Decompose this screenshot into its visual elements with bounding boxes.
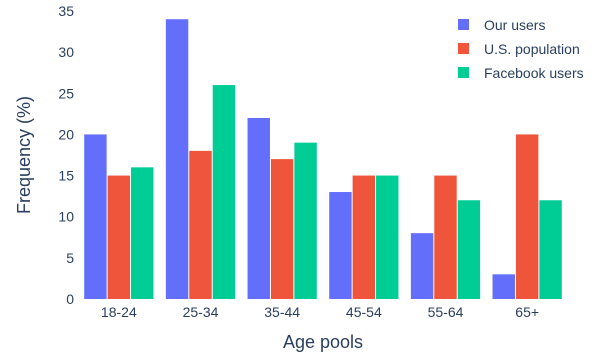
plot-background (78, 11, 568, 299)
x-axis-title: Age pools (283, 332, 363, 352)
y-tick-label: 35 (58, 3, 74, 19)
x-axis-ticks: 18-24 25-34 35-44 45-54 55-64 65+ (101, 304, 539, 320)
x-tick-label: 55-64 (428, 304, 464, 320)
y-tick-label: 15 (58, 168, 74, 184)
y-tick-label: 30 (58, 44, 74, 60)
bar-u-s-population-1824 (107, 175, 131, 299)
bar-u-s-population-65 (515, 134, 539, 299)
legend-label: U.S. population (484, 41, 580, 57)
gridlines (78, 10, 568, 300)
legend-swatch (458, 43, 469, 54)
x-tick-label: 45-54 (346, 304, 382, 320)
x-tick-label: 35-44 (264, 304, 300, 320)
y-tick-label: 0 (66, 291, 74, 307)
bar-our-users-1824 (84, 134, 107, 299)
x-tick-label: 65+ (515, 304, 539, 320)
y-tick-label: 10 (58, 209, 74, 225)
y-tick-label: 20 (58, 126, 74, 142)
legend-label: Our users (484, 17, 545, 33)
y-axis-title: Frequency (%) (14, 96, 34, 214)
legend-swatch (458, 19, 469, 30)
legend: Our users U.S. population Facebook users (458, 17, 584, 81)
bars (84, 19, 562, 299)
x-tick-label: 25-34 (183, 304, 219, 320)
bar-u-s-population-5564 (434, 175, 457, 299)
bar-facebook-users-1824 (131, 167, 154, 299)
bar-facebook-users-65 (539, 200, 562, 299)
bar-u-s-population-3544 (270, 159, 294, 299)
legend-label: Facebook users (484, 65, 584, 81)
bar-facebook-users-5564 (457, 200, 481, 299)
bar-our-users-5564 (410, 233, 434, 299)
bar-facebook-users-3544 (294, 142, 317, 299)
bar-our-users-3544 (247, 117, 270, 299)
bar-u-s-population-2534 (189, 150, 212, 299)
plot-area (78, 11, 568, 299)
bar-our-users-4554 (329, 192, 352, 299)
bar-facebook-users-4554 (376, 175, 399, 299)
y-tick-label: 5 (66, 250, 74, 266)
x-tick-label: 18-24 (101, 304, 137, 320)
legend-swatch (458, 67, 469, 78)
bar-facebook-users-2534 (212, 85, 236, 299)
y-tick-label: 25 (58, 85, 74, 101)
bar-our-users-2534 (165, 19, 189, 299)
bar-u-s-population-4554 (352, 175, 376, 299)
bar-our-users-65 (492, 274, 515, 299)
y-axis-ticks: 0 5 10 15 20 25 30 35 (58, 3, 74, 307)
